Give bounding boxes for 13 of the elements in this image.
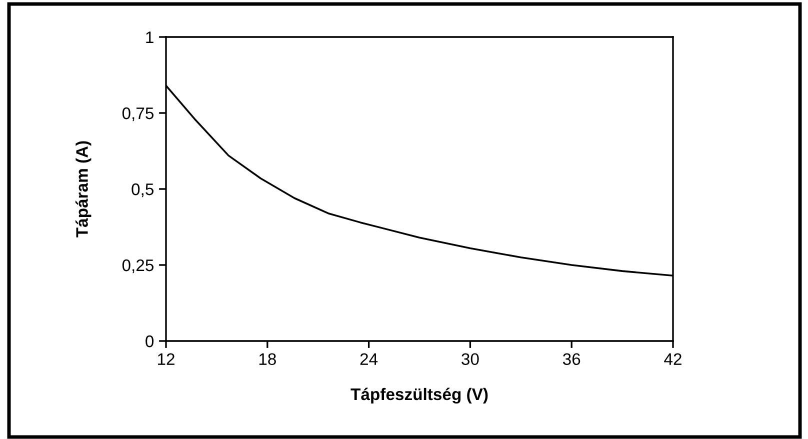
- x-tick-label: 18: [259, 353, 276, 366]
- y-tick-label: 0,75: [122, 107, 154, 122]
- x-axis-title: Tápfeszültség (V): [350, 388, 488, 404]
- y-tick-label: 0,25: [122, 259, 154, 274]
- x-tick-label: 12: [158, 353, 174, 365]
- x-tick-label: 42: [664, 353, 682, 365]
- y-tick-label: 0: [146, 335, 154, 348]
- x-tick-label: 36: [562, 353, 580, 366]
- y-tick-label: 0,5: [132, 183, 154, 198]
- x-tick-label: 24: [360, 353, 378, 365]
- y-axis-title: Tápáram (A): [76, 141, 92, 238]
- y-tick-label: 1: [146, 32, 154, 44]
- x-tick-label: 30: [462, 353, 479, 366]
